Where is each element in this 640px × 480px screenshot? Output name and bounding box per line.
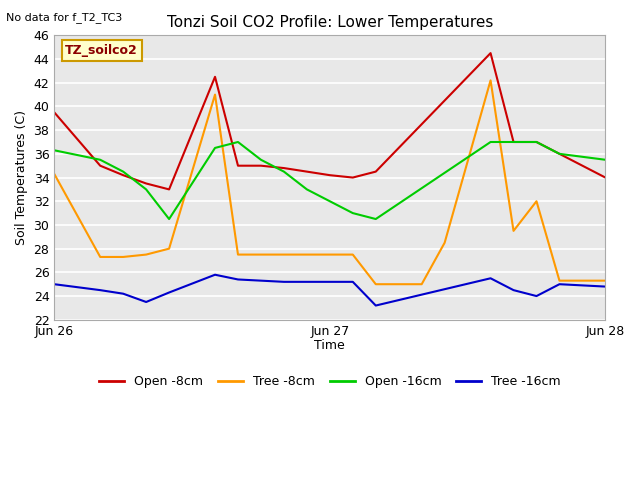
X-axis label: Time: Time: [314, 339, 345, 352]
Text: TZ_soilco2: TZ_soilco2: [65, 44, 138, 57]
Legend: Open -8cm, Tree -8cm, Open -16cm, Tree -16cm: Open -8cm, Tree -8cm, Open -16cm, Tree -…: [93, 370, 566, 393]
Y-axis label: Soil Temperatures (C): Soil Temperatures (C): [15, 110, 28, 245]
Text: No data for f_T2_TC3: No data for f_T2_TC3: [6, 12, 123, 23]
Title: Tonzi Soil CO2 Profile: Lower Temperatures: Tonzi Soil CO2 Profile: Lower Temperatur…: [166, 15, 493, 30]
